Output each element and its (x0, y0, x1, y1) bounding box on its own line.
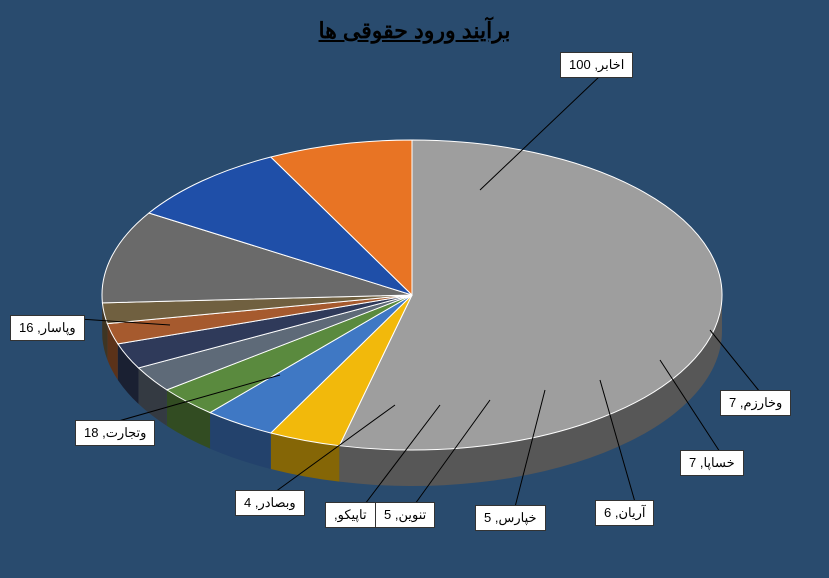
slice-label: وتجارت, 18 (75, 420, 155, 446)
slice-label: اخابر, 100 (560, 52, 633, 78)
leader-line (710, 330, 760, 392)
slice-label: وخارزم, 7 (720, 390, 791, 416)
slice-label: وبصادر, 4 (235, 490, 305, 516)
slice-label: تاپیکو, (325, 502, 376, 528)
slice-label: وپاسار, 16 (10, 315, 85, 341)
pie-chart: اخابر, 100وخارزم, 7خساپا, 7آریان, 6خپارس… (0, 70, 829, 570)
slice-label: خپارس, 5 (475, 505, 546, 531)
slice-label: آریان, 6 (595, 500, 654, 526)
slice-label: خساپا, 7 (680, 450, 744, 476)
slice-label: تنوین, 5 (375, 502, 435, 528)
chart-title: برآیند ورود حقوقی ها (0, 18, 829, 44)
